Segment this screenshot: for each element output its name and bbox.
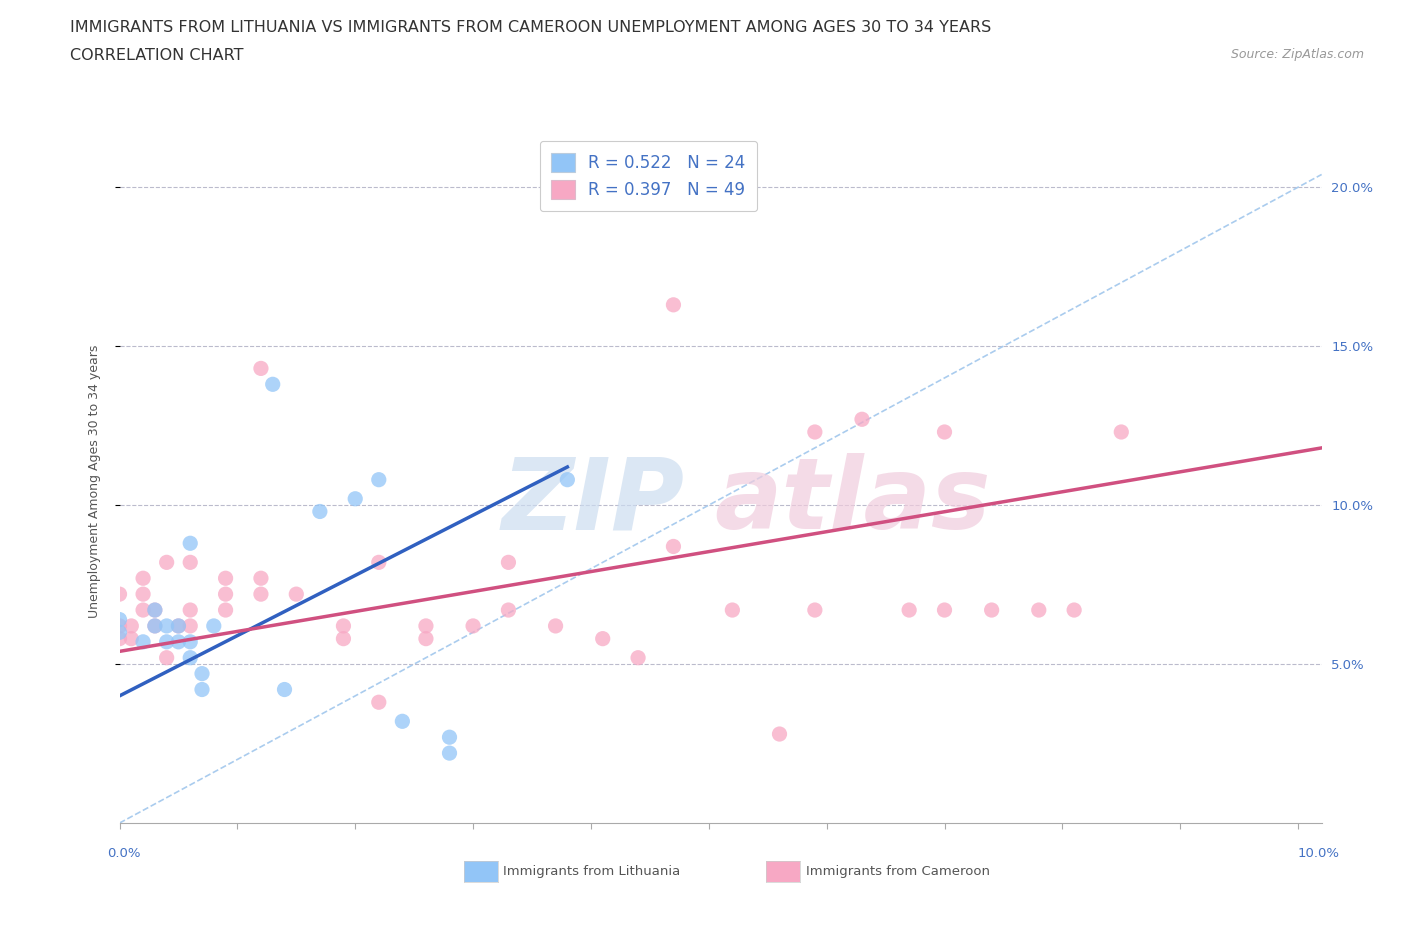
Legend: R = 0.522   N = 24, R = 0.397   N = 49: R = 0.522 N = 24, R = 0.397 N = 49: [540, 141, 756, 211]
Point: [132, 571, 155, 586]
Point: [132, 603, 155, 618]
Text: Immigrants from Cameroon: Immigrants from Cameroon: [806, 865, 990, 878]
Point: [108, 618, 131, 633]
Point: [439, 730, 461, 745]
Text: ZIP: ZIP: [502, 453, 685, 551]
Point: [179, 603, 201, 618]
Point: [156, 555, 179, 570]
Point: [167, 618, 190, 633]
Point: [108, 631, 131, 646]
Point: [557, 472, 579, 487]
Point: [498, 603, 520, 618]
Text: atlas: atlas: [714, 453, 991, 551]
Point: [191, 682, 214, 697]
Point: [285, 587, 308, 602]
Point: [179, 536, 201, 551]
Point: [415, 618, 437, 633]
Point: [804, 603, 827, 618]
Point: [934, 603, 956, 618]
Point: [1111, 425, 1133, 440]
Point: [250, 571, 273, 586]
Point: [143, 603, 166, 618]
Point: [143, 603, 166, 618]
Point: [415, 631, 437, 646]
Point: [179, 618, 201, 633]
Text: 10.0%: 10.0%: [1298, 847, 1340, 860]
Point: [273, 682, 295, 697]
Point: [250, 587, 273, 602]
Point: [498, 555, 520, 570]
Point: [120, 618, 142, 633]
Point: [367, 555, 389, 570]
Point: [344, 491, 367, 506]
Text: Immigrants from Lithuania: Immigrants from Lithuania: [503, 865, 681, 878]
Text: IMMIGRANTS FROM LITHUANIA VS IMMIGRANTS FROM CAMEROON UNEMPLOYMENT AMONG AGES 30: IMMIGRANTS FROM LITHUANIA VS IMMIGRANTS …: [70, 20, 991, 35]
Point: [191, 666, 214, 681]
Point: [309, 504, 332, 519]
Point: [804, 425, 827, 440]
Text: CORRELATION CHART: CORRELATION CHART: [70, 48, 243, 63]
Point: [851, 412, 873, 427]
Point: [179, 634, 201, 649]
Point: [179, 555, 201, 570]
Point: [461, 618, 484, 633]
Point: [662, 539, 685, 554]
Y-axis label: Unemployment Among Ages 30 to 34 years: Unemployment Among Ages 30 to 34 years: [89, 345, 101, 618]
Point: [544, 618, 567, 633]
Point: [132, 634, 155, 649]
Point: [167, 618, 190, 633]
Point: [934, 425, 956, 440]
Point: [1028, 603, 1050, 618]
Point: [214, 587, 236, 602]
Point: [721, 603, 744, 618]
Point: [167, 634, 190, 649]
Point: [367, 472, 389, 487]
Point: [367, 695, 389, 710]
Point: [439, 746, 461, 761]
Point: [980, 603, 1002, 618]
Point: [391, 714, 413, 729]
Point: [214, 571, 236, 586]
Point: [156, 634, 179, 649]
Text: 0.0%: 0.0%: [107, 847, 141, 860]
Point: [262, 377, 284, 392]
Point: [1063, 603, 1085, 618]
Point: [156, 618, 179, 633]
Point: [592, 631, 614, 646]
Point: [143, 618, 166, 633]
Text: Source: ZipAtlas.com: Source: ZipAtlas.com: [1230, 48, 1364, 61]
Point: [143, 618, 166, 633]
Point: [332, 631, 354, 646]
Point: [332, 618, 354, 633]
Point: [120, 631, 142, 646]
Point: [202, 618, 225, 633]
Point: [108, 612, 131, 627]
Point: [627, 650, 650, 665]
Point: [179, 650, 201, 665]
Point: [132, 587, 155, 602]
Point: [768, 726, 790, 741]
Point: [108, 625, 131, 640]
Point: [898, 603, 921, 618]
Point: [662, 298, 685, 312]
Point: [214, 603, 236, 618]
Point: [108, 587, 131, 602]
Point: [156, 650, 179, 665]
Point: [250, 361, 273, 376]
